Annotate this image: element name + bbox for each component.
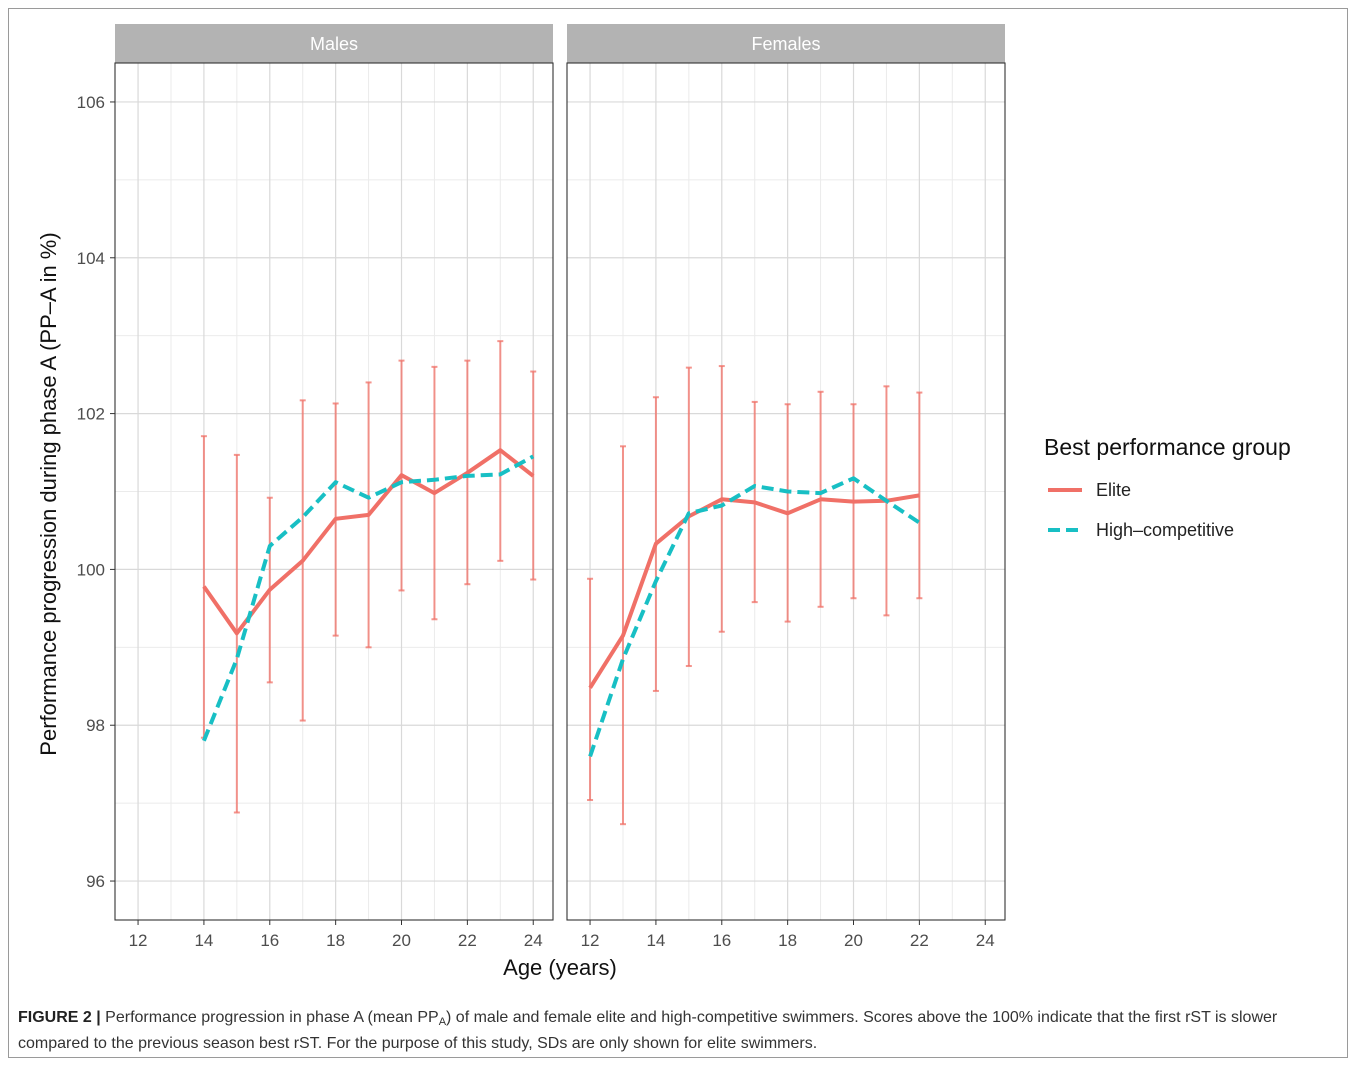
y-tick-label: 100 (77, 560, 105, 579)
x-tick-label: 18 (778, 931, 797, 950)
x-axis-title: Age (years) (503, 955, 617, 980)
x-tick-label: 22 (910, 931, 929, 950)
legend-entry-label: High–competitive (1096, 520, 1234, 540)
x-tick-label: 16 (260, 931, 279, 950)
legend-title: Best performance group (1044, 434, 1291, 460)
y-tick-label: 96 (86, 872, 105, 891)
panel-strip-label: Males (310, 34, 358, 54)
x-tick-label: 12 (129, 931, 148, 950)
figure-caption: FIGURE 2 | Performance progression in ph… (18, 1005, 1340, 1057)
x-tick-label: 20 (392, 931, 411, 950)
x-tick-label: 22 (458, 931, 477, 950)
caption-text-start: Performance progression in phase A (mean… (105, 1009, 439, 1026)
x-tick-label: 20 (844, 931, 863, 950)
y-tick-label: 102 (77, 405, 105, 424)
panel-strip (567, 24, 1005, 63)
figure-frame (8, 8, 1348, 1058)
x-tick-label: 18 (326, 931, 345, 950)
y-tick-label: 106 (77, 93, 105, 112)
series-line-elite (588, 493, 920, 689)
legend-entry-label: Elite (1096, 480, 1131, 500)
caption-text-end: ) of male and female elite and high-comp… (18, 1009, 1278, 1052)
panel-border (566, 62, 1006, 921)
series-line-elite (202, 448, 535, 636)
panel-strip-label: Females (751, 34, 820, 54)
chart: Males 12 14 16 18 20 22 24 Females 12 14 16 18 20 22 24… (36, 24, 1291, 980)
caption-label: FIGURE 2 | (18, 1009, 101, 1026)
caption-subscript: A (438, 1016, 447, 1028)
x-tick-label: 12 (581, 931, 600, 950)
y-tick-label: 98 (86, 716, 105, 735)
y-axis-title: Performance progression during phase A (… (36, 232, 61, 755)
series-line-high-competitive (588, 476, 921, 758)
series-line-high-competitive (202, 454, 535, 742)
panel-border (114, 62, 554, 921)
panel-strip (115, 24, 553, 63)
y-tick-label: 104 (77, 249, 105, 268)
x-tick-label: 24 (976, 931, 995, 950)
x-tick-label: 14 (194, 931, 213, 950)
x-tick-label: 14 (646, 931, 665, 950)
x-tick-label: 16 (712, 931, 731, 950)
x-tick-label: 24 (524, 931, 543, 950)
